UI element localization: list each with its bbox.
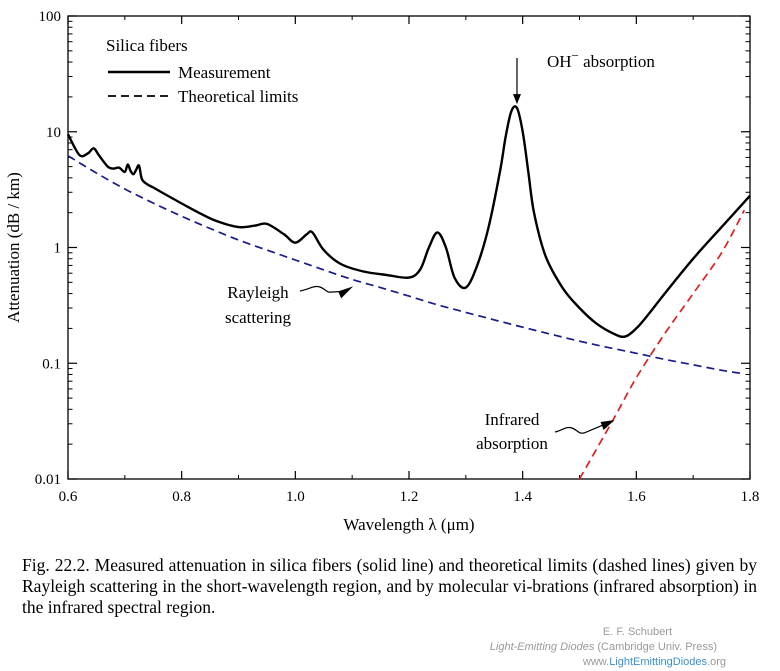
infrared-arrow-head xyxy=(600,419,615,430)
y-tick-label: 10 xyxy=(46,125,61,141)
x-tick-label: 0.8 xyxy=(172,489,191,505)
x-axis-label: Wavelength λ (μm) xyxy=(343,515,474,534)
x-tick-label: 0.6 xyxy=(59,489,78,505)
credit-site-suffix: .org xyxy=(707,656,726,668)
annotation-infrared-line1: Infrared xyxy=(485,410,540,429)
annotation-oh-superscript: − xyxy=(572,48,579,63)
annotation-rayleigh-line1: Rayleigh xyxy=(227,283,289,302)
x-tick-label: 1.2 xyxy=(400,489,419,505)
series-rayleigh-scattering xyxy=(67,155,745,375)
rayleigh-arrow-line xyxy=(299,285,345,293)
annotation-rayleigh-line2: scattering xyxy=(225,308,292,327)
series-infrared-absorption xyxy=(578,209,746,480)
y-tick-label: 0.01 xyxy=(35,472,61,488)
annotation-oh-text: OH xyxy=(547,52,572,71)
legend-entry-theoretical: Theoretical limits xyxy=(178,87,298,106)
series-layer xyxy=(66,105,751,480)
credit-site-highlight: LightEmittingDiodes xyxy=(609,656,708,668)
legend-entry-measurement: Measurement xyxy=(178,63,271,82)
plot-frame xyxy=(67,15,751,480)
rayleigh-arrow-head xyxy=(338,286,354,299)
axis-ticks: 0.6 0.8 1.0 1.2 1.4 1.6 1.8 0.01 0.1 1 10 100 xyxy=(35,9,760,505)
credit-site-prefix: www. xyxy=(582,656,610,668)
x-tick-label: 1.0 xyxy=(286,489,305,505)
x-tick-label: 1.6 xyxy=(627,489,646,505)
legend: Silica fibers Measurement Theoretical limi… xyxy=(106,36,298,106)
series-measurement xyxy=(66,105,751,339)
infrared-arrow-line xyxy=(554,423,606,434)
y-tick-label: 100 xyxy=(39,9,62,25)
credit-press: (Cambridge Univ. Press) xyxy=(594,641,717,653)
annotation-oh-absorption: OH− absorption xyxy=(547,48,655,71)
y-axis-label: Attenuation (dB / km) xyxy=(4,172,23,323)
annotation-oh-suffix: absorption xyxy=(579,52,656,71)
x-tick-label: 1.8 xyxy=(741,489,760,505)
figure-caption: Fig. 22.2. Measured attenuation in silic… xyxy=(22,555,757,617)
annotation-infrared-line2: absorption xyxy=(476,434,548,453)
credit-website: www.LightEmittingDiodes.org xyxy=(583,656,726,668)
x-tick-label: 1.4 xyxy=(513,489,532,505)
credit-book-title: Light-Emitting Diodes xyxy=(489,641,595,653)
annotations-layer: OH− absorption Rayleigh scattering Infrared… xyxy=(225,48,655,453)
oh-arrow-head xyxy=(512,94,521,105)
legend-title: Silica fibers xyxy=(106,36,188,55)
credit-book: Light-Emitting Diodes (Cambridge Univ. P… xyxy=(490,641,717,653)
credit-author: E. F. Schubert xyxy=(602,626,672,638)
attenuation-chart: 0.6 0.8 1.0 1.2 1.4 1.6 1.8 0.01 0.1 1 10 100 OH− a… xyxy=(4,9,760,534)
y-tick-label: 1 xyxy=(54,241,62,257)
y-tick-label: 0.1 xyxy=(42,356,61,372)
